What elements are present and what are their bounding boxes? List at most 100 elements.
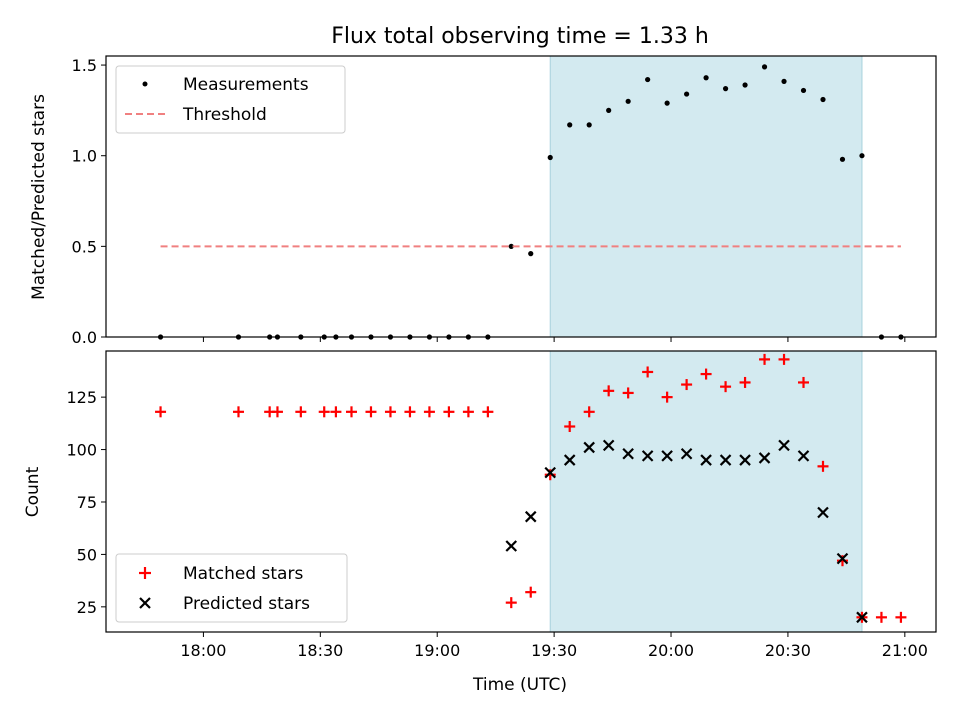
matched-star-point	[525, 586, 537, 598]
predicted-star-d2	[739, 454, 751, 466]
y-tick-label: 0.0	[72, 328, 97, 347]
bottom-x-ticks: 18:00 18:30 19:00 19:30 20:00 20:30 21:00	[180, 632, 928, 660]
matched-star-point	[661, 391, 673, 403]
measurement-point	[722, 86, 729, 92]
measurement-point	[859, 153, 865, 159]
legend-threshold-label: Threshold	[182, 105, 267, 125]
predicted-star-d2	[641, 450, 654, 462]
y-tick-label: 1.0	[72, 147, 97, 166]
predicted-star-d2	[544, 466, 557, 479]
matched-star-point	[739, 376, 751, 388]
matched-star-point	[365, 406, 377, 418]
matched-star-point	[681, 379, 693, 391]
predicted-star-d2	[680, 447, 693, 460]
x-tick-label: 19:00	[414, 641, 460, 660]
measurement-point	[664, 100, 670, 106]
measurement-point	[567, 122, 573, 128]
top-panel: 0.0 0.5 1.0 1.5 Matched/Predicted stars Mea…	[29, 55, 937, 347]
predicted-star-point	[602, 439, 615, 452]
matched-star-point	[295, 406, 307, 418]
measurement-point	[800, 87, 807, 94]
predicted-star-d2	[856, 611, 868, 624]
predicted-star-point	[583, 441, 595, 454]
top-legend: Measurements Threshold	[115, 65, 346, 134]
legend-predicted-label: Predicted stars	[183, 594, 310, 614]
legend-measurements-marker	[142, 81, 148, 87]
measurement-point	[528, 251, 534, 257]
predicted-star-point	[836, 552, 849, 565]
predicted-star-point	[505, 540, 518, 552]
predicted-star-point	[563, 454, 576, 466]
matched-star-point	[384, 406, 396, 418]
predicted-star-d2	[797, 450, 810, 462]
matched-star-point	[544, 469, 556, 481]
matched-star-point	[583, 406, 595, 418]
matched-star-point	[720, 381, 732, 393]
predicted-star-point	[524, 510, 537, 523]
measurement-point	[839, 156, 846, 162]
predicted-star-d2	[622, 447, 634, 460]
predicted-star-d2	[661, 450, 673, 462]
matched-star-point	[622, 387, 634, 399]
matched-star-point	[318, 406, 330, 418]
matched-star-point	[700, 368, 712, 380]
predicted-star-d2	[719, 454, 732, 466]
matched-star-point	[759, 353, 771, 365]
predicted-star-d2	[836, 552, 849, 565]
matched-star-point	[482, 406, 494, 418]
matched-star-point	[875, 611, 887, 623]
top-observing-span	[549, 55, 863, 338]
matched-star-point	[505, 597, 517, 609]
measurement-point	[742, 82, 748, 88]
predicted-star-point	[622, 447, 634, 460]
legend-matched-marker	[139, 567, 151, 579]
y-tick-label: 50	[77, 545, 97, 564]
matched-star-point	[564, 420, 576, 432]
predicted-star-point	[544, 466, 557, 479]
bottom-y-ticks: 25 50 75 100 125	[66, 388, 106, 617]
bottom-legend: Matched stars Predicted stars	[115, 553, 348, 623]
x-tick-label: 20:00	[648, 641, 694, 660]
bottom-axes-frame	[105, 350, 937, 633]
bottom-panel: 25 50 75 100 125 18:00 18:30 19:00 19:30 20:00 20…	[23, 350, 937, 695]
predicted-star-d2	[583, 441, 595, 454]
matched-star-point	[155, 406, 167, 418]
matched-star-point	[817, 460, 829, 472]
matched-star-point	[798, 376, 810, 388]
legend-predicted-marker	[139, 597, 151, 609]
matched-star-point	[778, 353, 790, 365]
predicted-star-d2	[778, 439, 790, 452]
matched-star-point	[271, 406, 283, 418]
x-tick-label: 19:30	[531, 641, 577, 660]
predicted-star-d2	[505, 540, 518, 552]
predicted-star-d2	[602, 439, 615, 452]
matched-star-point	[232, 406, 244, 418]
measurement-point	[684, 91, 690, 97]
x-tick-label: 18:00	[180, 641, 226, 660]
predicted-star-point	[641, 450, 654, 462]
predicted-star-point	[719, 454, 732, 466]
y-tick-label: 25	[77, 598, 97, 617]
predicted-star-point	[856, 611, 868, 624]
measurement-point	[625, 98, 631, 104]
matched-star-point	[423, 406, 435, 418]
measurement-point	[586, 122, 592, 128]
top-y-ticks: 0.0 0.5 1.0 1.5	[72, 56, 106, 347]
bottom-legend-box	[115, 553, 348, 623]
measurement-point	[820, 96, 826, 103]
matched-star-point	[330, 406, 342, 418]
predicted-star-point	[739, 454, 751, 466]
predicted-star-point	[700, 454, 712, 466]
bottom-observing-span	[549, 350, 863, 633]
predicted-star-point	[661, 450, 673, 462]
measurement-point	[547, 154, 553, 161]
matched-star-point	[345, 406, 357, 418]
matched-star-point	[603, 385, 615, 397]
matched-star-point	[462, 406, 474, 418]
measurement-point	[645, 76, 651, 83]
matched-star-point	[404, 406, 416, 418]
predicted-star-d2	[524, 510, 537, 523]
y-tick-label: 75	[77, 493, 97, 512]
y-tick-label: 125	[66, 388, 97, 407]
